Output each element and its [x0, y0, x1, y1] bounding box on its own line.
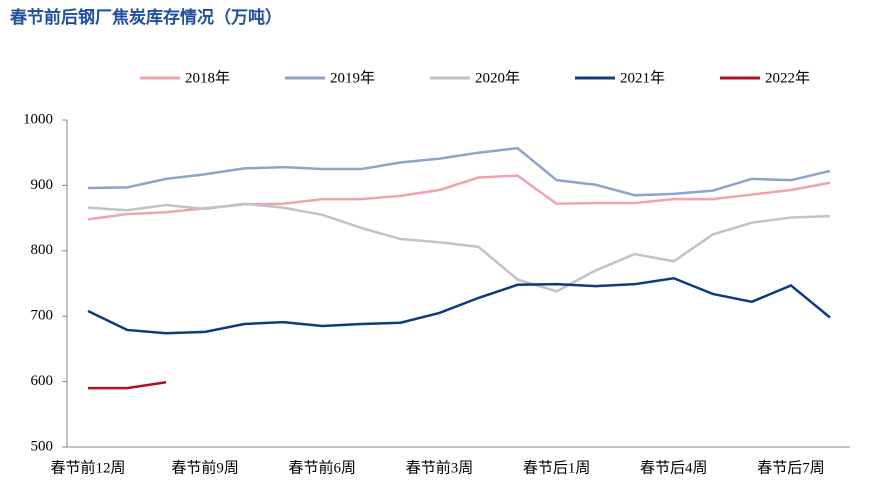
x-tick-label: 春节前3周 [406, 459, 474, 476]
y-tick-label: 500 [31, 438, 54, 454]
y-tick-label: 800 [31, 242, 54, 258]
legend-label: 2022年 [765, 69, 810, 86]
legend-label: 2021年 [620, 69, 665, 86]
y-tick-label: 600 [31, 373, 54, 389]
x-tick-label: 春节前9周 [171, 459, 239, 476]
y-tick-label: 700 [31, 308, 54, 324]
series-line [87, 276, 831, 335]
series-line [87, 146, 831, 197]
legend-label: 2019年 [330, 69, 375, 86]
x-tick-label: 春节前12周 [50, 459, 125, 476]
y-tick-label: 900 [31, 177, 54, 193]
y-tick-label: 1000 [23, 111, 53, 127]
series-line [87, 174, 831, 221]
x-tick-label: 春节后1周 [523, 459, 591, 476]
series-line [88, 381, 167, 390]
series-line [87, 202, 831, 293]
chart-title: 春节前后钢厂焦炭库存情况（万吨） [10, 7, 282, 28]
x-tick-label: 春节后4周 [640, 459, 708, 476]
legend-label: 2020年 [475, 69, 520, 86]
x-tick-label: 春节前6周 [289, 459, 357, 476]
x-tick-label: 春节后7周 [757, 459, 825, 476]
legend-label: 2018年 [185, 69, 230, 86]
